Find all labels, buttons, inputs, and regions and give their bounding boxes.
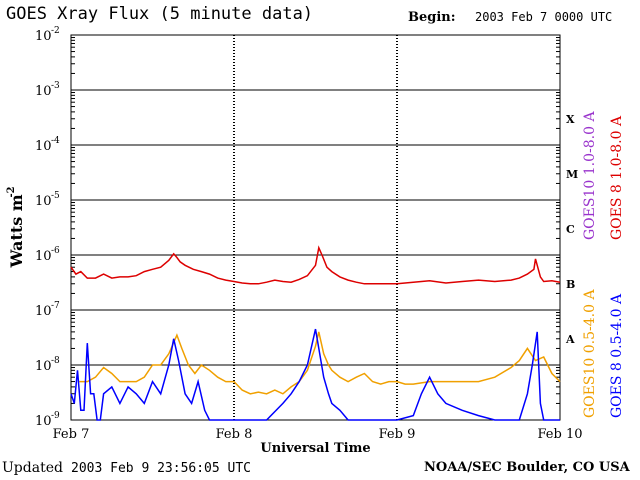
y-tick-exponent: -5 [51,191,60,201]
y-tick-label: 10 [35,29,52,44]
y-tick-label: 10 [35,414,52,429]
y-tick-label: 10 [35,304,52,319]
flare-class-label: C [566,223,575,236]
x-tick-label: Feb 9 [379,427,416,442]
begin-value: 2003 Feb 7 0000 UTC [475,10,613,24]
y-tick-label: 10 [35,84,52,99]
y-tick-label: 10 [35,139,52,154]
series-line [70,245,561,285]
legend-entry: GOES 8 1.0-8.0 A [609,115,625,240]
y-axis-title: Watts m [7,194,26,268]
flare-class-label: B [566,278,575,291]
y-tick-exponent: -4 [51,136,60,146]
y-tick-label: 10 [35,359,52,374]
y-tick-exponent: -3 [51,81,60,91]
updated-value: 2003 Feb 9 23:56:05 UTC [71,461,252,476]
y-tick-exponent: -6 [51,246,60,256]
x-axis-title: Universal Time [260,441,370,456]
credit-label: NOAA/SEC Boulder, CO USA [424,460,630,475]
flare-class-label: X [566,113,575,126]
y-tick-exponent: -8 [51,356,60,366]
plot-frame [70,34,561,421]
flare-class-label: A [565,333,575,346]
chart-title: GOES Xray Flux (5 minute data) [6,4,314,24]
y-tick-exponent: -9 [51,411,60,421]
x-tick-label: Feb 10 [538,427,583,442]
legend-entry: GOES10 0.5-4.0 A [582,289,598,418]
y-tick-label: 10 [35,249,52,264]
flare-class-label: M [566,168,578,181]
x-tick-label: Feb 7 [53,427,90,442]
series-line [70,328,560,421]
updated-label: Updated [2,460,63,476]
y-tick-exponent: -7 [51,301,60,311]
legend-entry: GOES10 1.0-8.0 A [582,111,598,240]
legend-entry: GOES 8 0.5-4.0 A [609,293,625,418]
y-axis-title-exponent: -2 [6,186,17,197]
y-tick-label: 10 [35,194,52,209]
x-tick-label: Feb 8 [216,427,253,442]
y-tick-exponent: -2 [51,26,60,36]
begin-label: Begin: [408,10,456,25]
